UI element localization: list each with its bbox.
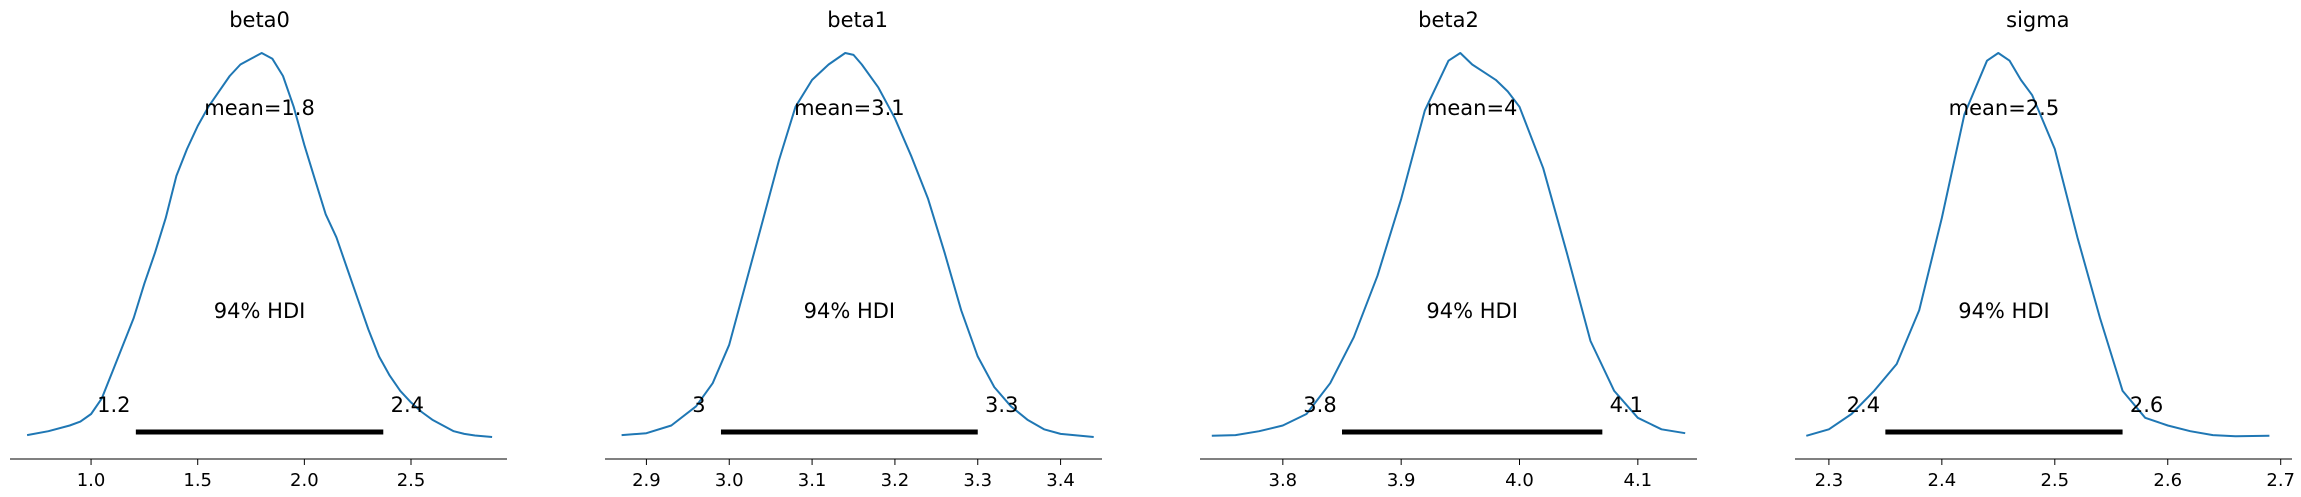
x-tick-label: 3.0 [715,470,744,491]
panel-beta2: beta2 mean=4 94% HDI 3.8 4.1 3.8 3.9 4.0 4.1 [1200,8,1697,491]
x-tick-label: 3.1 [798,470,827,491]
x-tick-label: 2.9 [632,470,661,491]
hdi-high-label: 4.1 [1610,393,1643,417]
kde-curve [1806,52,2270,438]
hdi-high-label: 3.3 [985,393,1018,417]
x-tick-label: 1.0 [77,470,106,491]
kde-curve [621,52,1094,438]
hdi-low-label: 2.4 [1847,393,1880,417]
hdi-low-label: 1.2 [97,393,130,417]
mean-label: mean=3.1 [794,96,905,120]
x-tick-label: 1.5 [183,470,212,491]
x-tick-label: 2.5 [2040,470,2069,491]
x-tick-label: 4.0 [1505,470,1534,491]
panel-beta0: beta0 mean=1.8 94% HDI 1.2 2.4 1.0 1.5 2.0 2.5 [10,8,507,491]
hdi-low-label: 3.8 [1303,393,1336,417]
x-tick-label: 2.5 [397,470,426,491]
mean-label: mean=2.5 [1949,96,2060,120]
hdi-low-label: 3 [692,393,705,417]
hdi-high-label: 2.4 [391,393,424,417]
x-tick-label: 3.9 [1387,470,1416,491]
hdi-label: 94% HDI [1426,299,1518,323]
x-tick-label: 2.3 [1815,470,1844,491]
mean-label: mean=4 [1427,96,1518,120]
x-tick-label: 3.4 [1046,470,1075,491]
x-tick-label: 3.8 [1269,470,1298,491]
x-tick-label: 2.0 [290,470,319,491]
x-tick-label: 2.4 [1928,470,1957,491]
hdi-label: 94% HDI [804,299,896,323]
panel-sigma: sigma mean=2.5 94% HDI 2.4 2.6 2.3 2.4 2.5 2.6 2.… [1795,8,2295,491]
panel-title: beta0 [229,8,290,32]
x-tick-label: 3.2 [881,470,910,491]
panel-beta1: beta1 mean=3.1 94% HDI 3 3.3 2.9 3.0 3.1 3.2 3.3 3… [605,8,1102,491]
hdi-label: 94% HDI [1958,299,2050,323]
x-tick-label: 2.6 [2153,470,2182,491]
kde-curve [26,52,493,438]
x-tick-label: 3.3 [963,470,992,491]
mean-label: mean=1.8 [204,96,315,120]
panel-title: sigma [2006,8,2069,32]
x-tick-label: 2.7 [2266,470,2295,491]
kde-curve [1211,52,1686,437]
x-tick-label: 4.1 [1624,470,1653,491]
panel-title: beta1 [827,8,888,32]
panel-title: beta2 [1418,8,1479,32]
hdi-high-label: 2.6 [2130,393,2163,417]
hdi-label: 94% HDI [214,299,306,323]
